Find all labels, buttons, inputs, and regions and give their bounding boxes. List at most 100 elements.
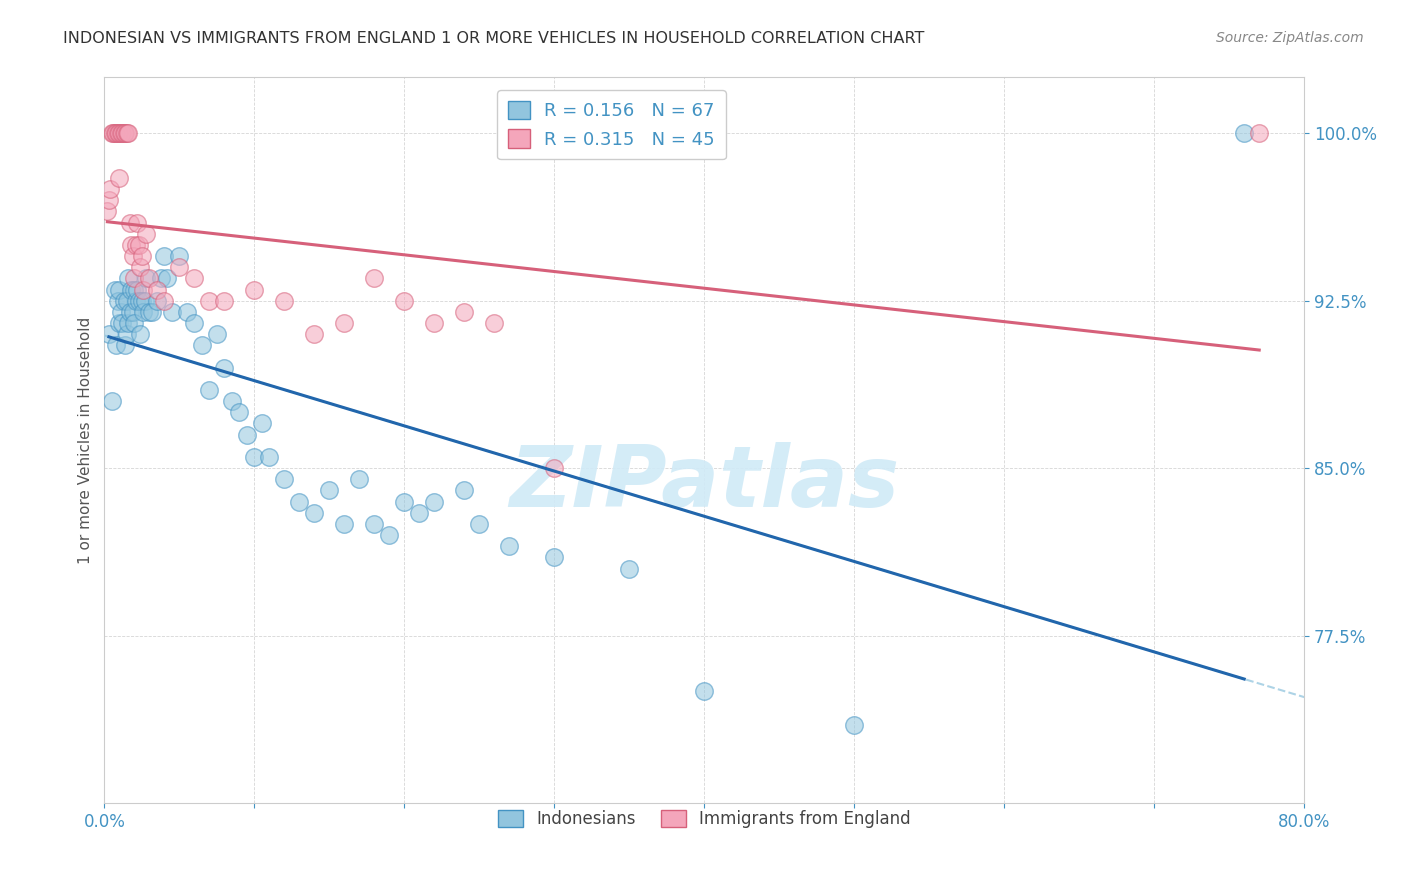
Point [363,271,385,285]
Point [125,293,148,308]
Point [115,293,138,308]
Point [127,215,149,229]
Point [221,394,243,409]
Point [108,126,131,140]
Point [156,271,179,285]
Point [394,494,416,508]
Point [498,539,520,553]
Point [214,360,236,375]
Point [543,461,565,475]
Point [124,283,146,297]
Point [117,126,139,140]
Point [160,305,183,319]
Point [243,450,266,464]
Point [117,271,139,285]
Point [107,293,129,308]
Point [103,126,125,140]
Point [228,405,250,419]
Point [131,293,153,308]
Point [101,126,124,140]
Point [108,316,131,330]
Point [198,383,221,397]
Point [423,316,446,330]
Point [453,305,475,319]
Point [120,238,142,252]
Point [104,126,127,140]
Point [844,718,866,732]
Point [288,494,311,508]
Point [693,684,716,698]
Point [112,293,135,308]
Point [118,215,141,229]
Point [318,483,340,498]
Point [198,293,221,308]
Point [108,283,131,297]
Point [273,293,295,308]
Point [135,271,157,285]
Point [112,126,135,140]
Point [128,238,150,252]
Point [100,182,122,196]
Point [333,516,356,531]
Point [131,249,153,263]
Point [132,305,155,319]
Text: Source: ZipAtlas.com: Source: ZipAtlas.com [1216,31,1364,45]
Point [394,293,416,308]
Point [124,316,146,330]
Point [118,305,141,319]
Point [484,316,506,330]
Point [304,506,326,520]
Point [183,316,205,330]
Y-axis label: 1 or more Vehicles in Household: 1 or more Vehicles in Household [79,317,93,564]
Point [129,327,152,342]
Point [122,249,145,263]
Point [619,561,641,575]
Point [101,394,124,409]
Point [117,316,139,330]
Point [104,283,127,297]
Point [349,472,371,486]
Point [153,293,176,308]
Point [408,506,430,520]
Point [96,204,118,219]
Point [115,327,138,342]
Point [453,483,475,498]
Point [205,327,228,342]
Point [304,327,326,342]
Point [146,293,169,308]
Point [114,126,136,140]
Point [108,170,131,185]
Point [236,427,259,442]
Point [259,450,281,464]
Point [111,126,134,140]
Text: INDONESIAN VS IMMIGRANTS FROM ENGLAND 1 OR MORE VEHICLES IN HOUSEHOLD CORRELATIO: INDONESIAN VS IMMIGRANTS FROM ENGLAND 1 … [63,31,925,46]
Point [191,338,214,352]
Point [110,305,132,319]
Point [243,283,266,297]
Point [129,260,152,275]
Point [150,271,173,285]
Point [176,305,198,319]
Point [115,126,138,140]
Point [138,271,160,285]
Point [97,193,120,207]
Point [423,494,446,508]
Point [107,126,129,140]
Point [132,283,155,297]
Text: ZIPatlas: ZIPatlas [509,442,900,525]
Point [146,283,169,297]
Point [105,338,128,352]
Point [333,316,356,330]
Point [135,227,157,241]
Point [468,516,491,531]
Point [105,126,128,140]
Point [378,528,401,542]
Point [363,516,385,531]
Point [214,293,236,308]
Point [120,283,142,297]
Point [138,305,160,319]
Point [97,327,120,342]
Point [543,550,565,565]
Point [273,472,295,486]
Point [141,305,163,319]
